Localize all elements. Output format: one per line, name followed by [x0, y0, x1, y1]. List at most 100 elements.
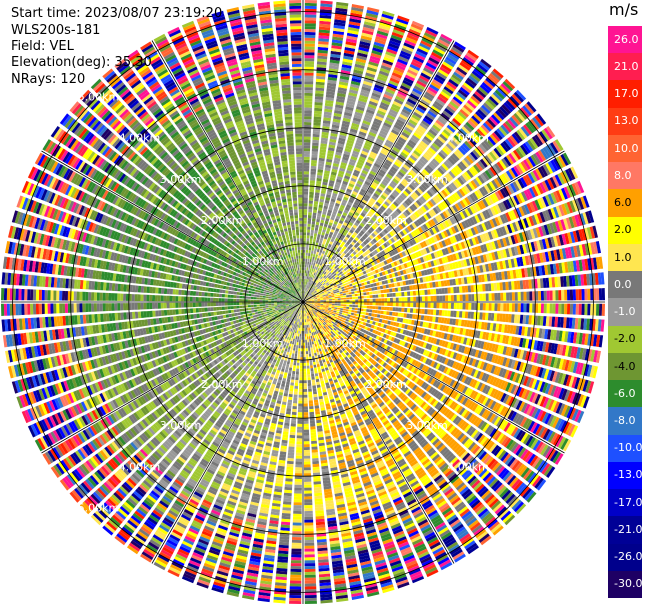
range-gate [331, 303, 335, 306]
range-gate [325, 94, 335, 99]
range-gate [369, 295, 373, 299]
range-gate [409, 308, 414, 313]
range-gate [304, 281, 305, 285]
range-gate [330, 132, 338, 137]
range-gate [334, 19, 346, 24]
range-gate [313, 201, 319, 205]
range-gate [459, 303, 463, 310]
range-gate [304, 107, 312, 111]
range-gate [349, 297, 353, 300]
range-gate [334, 13, 347, 18]
range-gate [497, 292, 501, 301]
range-gate [369, 305, 373, 309]
range-gate [342, 291, 346, 294]
range-gate [349, 302, 353, 305]
range-gate [371, 313, 375, 317]
range-gate [333, 112, 342, 118]
range-gate [407, 302, 411, 307]
range-gate [331, 308, 335, 311]
range-gate [316, 180, 322, 185]
range-gate [303, 153, 310, 157]
range-gate [316, 257, 320, 262]
range-gate [317, 300, 321, 302]
range-gate [304, 275, 306, 279]
range-gate [461, 286, 466, 293]
range-gate [552, 303, 556, 314]
range-gate [358, 302, 362, 305]
range-gate [386, 293, 390, 298]
range-gate [351, 307, 355, 310]
range-gate [310, 171, 316, 175]
range-gate [526, 291, 530, 301]
range-gate [313, 262, 316, 266]
range-gate [317, 166, 324, 170]
range-gate [381, 294, 385, 298]
range-gate [303, 249, 306, 253]
range-gate [433, 302, 437, 309]
range-gate [314, 99, 323, 103]
range-gate [447, 310, 451, 317]
range-gate [315, 87, 325, 91]
range-gate [485, 303, 489, 311]
range-gate [339, 291, 343, 294]
range-gate [303, 293, 305, 297]
range-gate [304, 95, 313, 99]
range-gate [379, 314, 384, 319]
range-gate [488, 303, 492, 311]
range-gate [430, 309, 434, 315]
range-gate [303, 180, 309, 184]
range-gate [306, 238, 310, 242]
range-gate [312, 256, 315, 260]
range-gate [303, 220, 307, 224]
range-gate [319, 198, 325, 203]
range-gate [308, 212, 312, 216]
range-gate [369, 298, 373, 302]
range-gate [601, 303, 605, 316]
range-gate [303, 238, 306, 242]
range-gate [304, 98, 313, 102]
range-gate [433, 288, 437, 295]
range-gate [508, 281, 512, 290]
range-gate [306, 235, 310, 239]
range-gate [456, 294, 460, 302]
range-gate [363, 292, 367, 296]
range-gate [327, 150, 335, 155]
range-gate [319, 154, 326, 159]
range-gate [320, 0, 333, 5]
range-gate [304, 92, 313, 96]
range-gate [354, 307, 358, 311]
range-gate [340, 300, 344, 302]
range-gate [319, 23, 331, 28]
range-gate [304, 37, 316, 41]
range-gate [304, 29, 316, 33]
range-gate [366, 298, 370, 302]
range-gate [337, 307, 341, 310]
range-gate [303, 243, 306, 247]
range-gate [304, 5, 317, 9]
range-gate [336, 98, 345, 103]
range-gate [304, 270, 307, 274]
range-gate [412, 290, 417, 296]
range-gate [315, 224, 319, 229]
range-gate [424, 309, 428, 315]
range-gate [409, 291, 414, 296]
range-gate [320, 143, 327, 147]
range-gate [354, 310, 358, 314]
range-gate [304, 72, 314, 76]
range-gate [304, 116, 312, 120]
range-gate [303, 284, 305, 288]
range-gate [303, 232, 307, 236]
range-gate [320, 303, 324, 304]
range-gate [303, 185, 309, 189]
range-gate [306, 267, 309, 271]
range-gate [365, 312, 369, 316]
range-gate [313, 122, 321, 126]
range-gate [311, 262, 314, 266]
range-gate [482, 312, 486, 320]
range-gate [575, 289, 579, 301]
range-gate [315, 254, 318, 258]
range-gate [307, 270, 310, 274]
range-gate [317, 52, 328, 57]
range-gate [319, 149, 327, 153]
range-gate [317, 46, 329, 51]
